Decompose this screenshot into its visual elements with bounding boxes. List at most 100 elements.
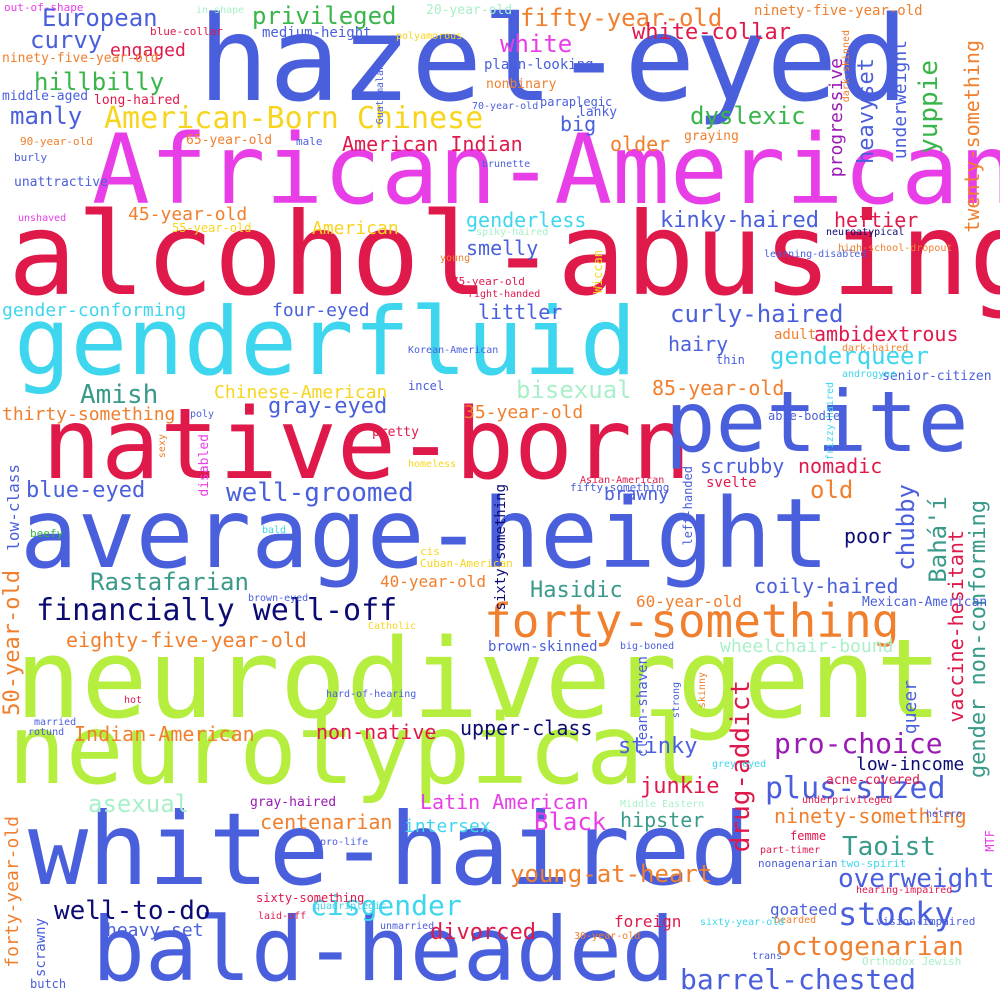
word-average-height: average-height [20,478,830,590]
word-two-spirit: nonagenarian [758,857,838,870]
word-45-year-old: 45-year-old [128,204,248,225]
word-polyamorous: 20-year-old [426,3,513,18]
word-cuban-american: cis [420,545,440,558]
word-forty-year-old: forty-year-old [2,816,23,968]
word-pretty: sexy [157,434,168,459]
word-bearded: unmarried [380,921,435,932]
word-chubby: chubby [892,484,920,571]
word-white-collar: white-collar [632,20,791,45]
word-ambidextrous: ambidextrous [814,322,959,346]
word-learning-disabled: spiky-haired [476,227,549,238]
word-dark-haired: incel [408,379,445,393]
word-hearing-impaired: Middle Eastern [620,799,705,810]
word-pro-life: gray-haired [250,795,337,810]
word-old: old [810,476,854,504]
word-guatemalan: polyamorous [396,31,463,42]
word-heavyset: heavyset [854,58,879,164]
word-90-year-old: graying [684,129,739,144]
word-spiky-haired: right-handed [468,289,541,300]
word-stinky: stinky [618,734,698,759]
word-big-boned: Mexican-American [862,595,988,610]
word-junkie: junkie [640,774,720,799]
word-frizzy-haired: senior-citizen [882,369,992,384]
word-stocky: stocky [838,895,954,933]
word-african-american: African-American [92,114,1000,226]
word-bald: fifty-something [570,481,670,494]
word-heavy-set: heavy-set [106,920,204,941]
word-gray-eyed: gray-eyed [268,394,388,419]
word-burly: male [296,135,323,148]
word-strong: big-boned [620,641,675,652]
word-goateed: goateed [770,900,838,919]
word-white: white [500,30,573,58]
word-coily-haired: coily-haired [754,574,899,598]
word-disabled: homeless [408,459,457,470]
word-cute: Guatemalan [375,64,386,125]
word-latin-american: Latin American [420,790,589,814]
word-hillbilly: hillbilly [34,68,165,96]
word-taoist: Taoist [842,832,936,862]
word-brunette: unattractive [14,175,108,190]
word-cis: bald [262,525,287,536]
word-fifty-five-year-old: dark-skinned [841,30,852,103]
word-blue-eyed: blue-eyed [26,478,146,503]
word-50-year-old: 50-year-old [0,570,25,716]
word-long-haired: middle-aged [2,89,89,104]
word-forty-something: forty-something [484,594,900,648]
word-left-handed: svelte [706,475,757,491]
word-gray-haired: underprivileged [802,795,893,806]
word-older: older [610,132,671,156]
word-american: American [312,218,399,239]
word-genderless: genderless [466,208,587,232]
word-incel: thin [716,353,745,367]
word-genderfluid: genderfluid [14,288,637,397]
word-neurotypical: neurotypical [8,694,702,806]
word-nonbinary: plain-looking [484,57,594,73]
word-centenarian: centenarian [260,810,393,834]
word-unmarried: laid-off [258,911,307,922]
word-40-year-old: 40-year-old [380,572,486,591]
word-thin: Korean-American [408,345,499,356]
word-white-haired: white-haired [28,791,751,908]
word-svelte: able-bodied [768,409,848,423]
word-right-handed: 75-year-old [452,275,525,288]
word-amish: Amish [80,380,159,410]
word-hipster: hipster [620,808,705,832]
word-well-off: sixty-something [493,484,509,611]
word-quadriplegic: acne-covered [826,773,920,788]
word-35-year-old: 35-year-old [464,402,584,423]
word-nomadic: nomadic [798,454,883,478]
word-young-at-heart: young-at-heart [510,860,713,888]
word-queer: queer [900,680,921,735]
word-scrubby: scrubby [700,454,785,478]
word-sixty-year-old: 30-year-old [574,931,641,942]
word-in-shape: scrawny [33,918,49,978]
word-hard-of-hearing: skinny [697,672,708,709]
word-middle-aged: ninety-five-year-old [2,51,159,66]
word-hairy: hairy [668,332,729,356]
word-black: Black [534,808,607,836]
word-out-of-shape: low-class [4,464,23,551]
word-four-eyed: four-eyed [272,300,370,321]
word-rastafarian: Rastafarian [90,568,249,596]
word-wheelchair-bound: wheelchair-bound [720,636,894,657]
word-asian-american: disabled [197,434,212,497]
word-middle-eastern: MTF [983,830,997,852]
word-gender-non-conforming: gender non-conforming [966,500,991,779]
word-upper-class: upper-class [460,716,593,740]
word-barrel-chested: barrel-chested [680,963,917,996]
word-vaccine-hesitant: vaccine-hesitant [944,530,968,723]
word-native-born: native-born [42,388,692,502]
word-yuppie: yuppie [914,60,944,154]
word-high-school-dropout: neuroatypical [826,227,905,238]
word-fifty-year-old: fifty-year-old [520,4,723,32]
word-hazel-eyed: hazel-eyed [198,0,909,128]
word-manly: manly [10,102,83,130]
word-femme: grey-eyed [712,759,767,770]
word-65-year-old: 90-year-old [20,135,93,148]
word-bisexual: bisexual [516,376,632,404]
word-skinny: strong [671,682,682,719]
word-rotund: married [34,717,77,728]
word-scrawny: butch [30,977,67,991]
